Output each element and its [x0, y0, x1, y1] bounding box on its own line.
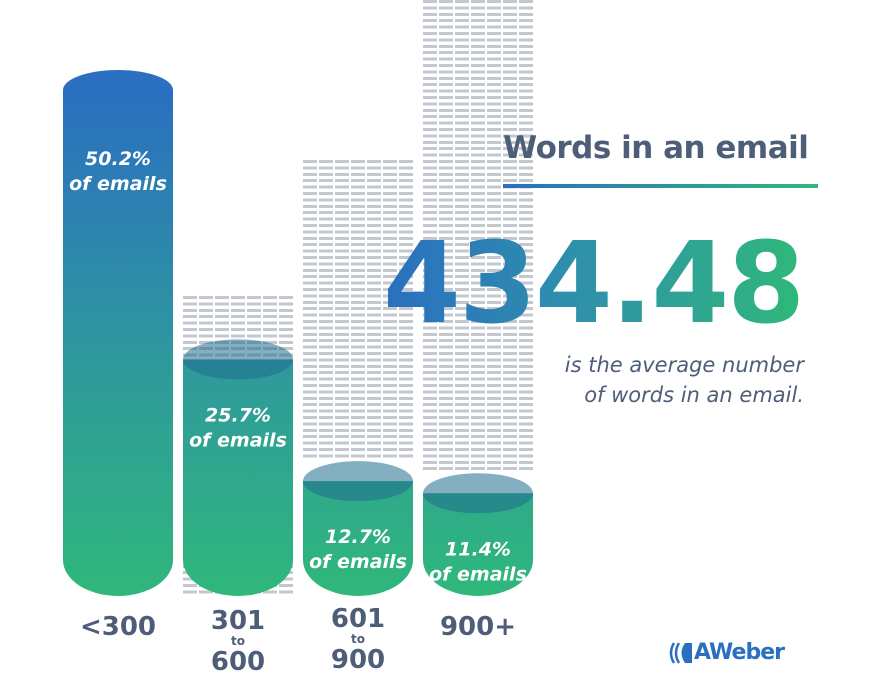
category-label-text: <300 — [79, 612, 157, 642]
average-caption: is the average number of words in an ema… — [565, 350, 804, 410]
cylinder-bar: 50.2% of emails — [63, 70, 173, 596]
average-value: 434.48 — [383, 219, 805, 349]
cylinder-top — [303, 461, 413, 502]
category-label-under-300: <300 — [63, 613, 173, 641]
title-underline — [503, 184, 818, 188]
cylinder-top — [183, 339, 293, 380]
cylinder-top — [63, 70, 173, 90]
aweber-logo-icon — [669, 641, 692, 664]
value-label: 12.7% — [325, 526, 391, 548]
value-label-suffix: of emails — [189, 429, 287, 451]
background-text-texture — [303, 160, 413, 460]
value-label: 25.7% — [205, 404, 271, 426]
category-label-601-900: 601 to 900 — [303, 605, 413, 674]
caption-line-1: is the average number — [564, 353, 804, 377]
cylinder-body — [303, 481, 413, 596]
category-label-text: 900+ — [439, 612, 517, 642]
category-label-301-600: 301 to 600 — [183, 607, 293, 676]
chart-title: Words in an email — [503, 130, 809, 166]
value-label-suffix: of emails — [309, 551, 407, 573]
caption-line-2: of words in an email. — [584, 383, 804, 407]
cylinder-body — [63, 90, 173, 596]
cylinder-bar: 11.4% of emails — [423, 473, 533, 596]
category-label-text: 900 — [330, 645, 386, 675]
cylinder-body — [423, 493, 533, 596]
category-label-to: to — [231, 634, 245, 648]
aweber-logo: AWeber — [668, 640, 785, 665]
cylinder-bar: 25.7% of emails — [183, 339, 293, 596]
cylinder-bar: 12.7% of emails — [303, 461, 413, 596]
value-label-suffix: of emails — [69, 173, 167, 195]
value-label: 11.4% — [445, 538, 511, 560]
value-label-suffix: of emails — [429, 563, 527, 585]
category-label-to: to — [351, 632, 365, 646]
cylinder-body — [183, 359, 293, 596]
value-label: 50.2% — [85, 148, 151, 170]
category-label-text: 600 — [210, 647, 266, 677]
category-label-text: 301 — [210, 606, 266, 636]
background-text-texture — [423, 0, 533, 470]
brand-name: AWeber — [694, 640, 785, 665]
category-label-900-plus: 900+ — [423, 613, 533, 641]
cylinder-top — [423, 473, 533, 514]
category-label-text: 601 — [330, 604, 386, 634]
